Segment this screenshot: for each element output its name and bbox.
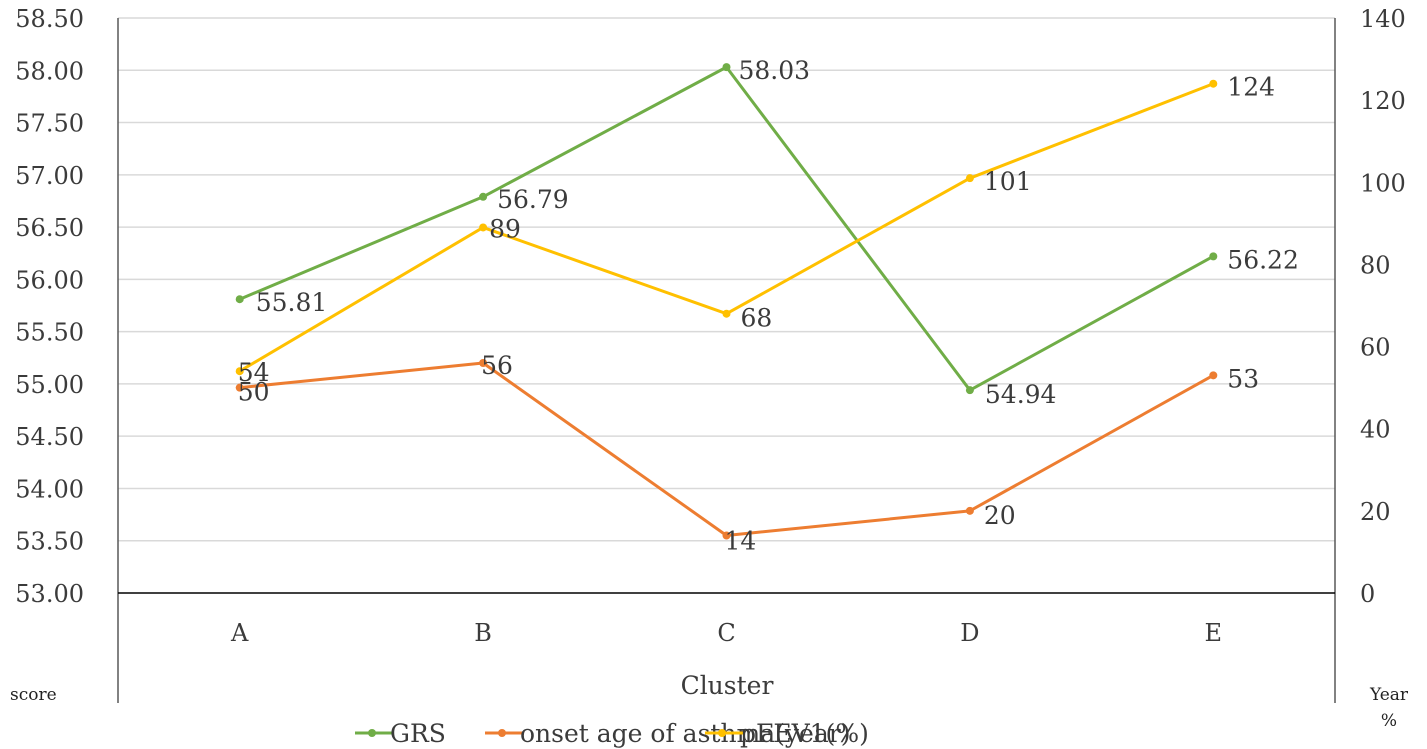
data-point: [479, 223, 488, 232]
data-label: 58.03: [739, 56, 811, 85]
legend-label: pFEV1(%): [740, 719, 869, 748]
data-label: 53: [1227, 364, 1259, 393]
data-point: [722, 531, 731, 540]
y2-tick-label: 120: [1360, 87, 1406, 115]
data-label: 56: [481, 351, 513, 380]
data-point: [1209, 371, 1218, 380]
data-point: [235, 295, 244, 304]
legend-marker: [368, 729, 376, 737]
legend-label: onset age of asthma(year): [520, 719, 850, 748]
y2-tick-label: 20: [1360, 498, 1391, 526]
data-label: 68: [741, 304, 773, 333]
y-axis-title: score: [10, 685, 57, 705]
y-tick-label: 55.00: [15, 371, 84, 399]
legend: GRS onset age of asthma(year)pFEV1(%): [355, 719, 869, 748]
data-label: 14: [725, 527, 757, 556]
data-point: [479, 359, 488, 367]
series-line: [239, 65, 1215, 392]
data-label: 54: [238, 358, 270, 387]
data-point: [235, 383, 244, 392]
y2-tick-label: 100: [1360, 169, 1406, 197]
legend-marker: [718, 729, 726, 737]
x-tick-label: E: [1205, 619, 1223, 647]
y2-tick-label: 80: [1360, 251, 1391, 279]
y2-tick-label: 60: [1360, 334, 1391, 362]
y-tick-label: 57.50: [15, 110, 84, 138]
x-axis-title: Cluster: [681, 671, 774, 700]
data-point: [965, 174, 974, 183]
x-tick-label: D: [960, 619, 979, 647]
left-axis-ticks: 53.00 53.50 54.00 54.50 55.00 55.50 56.00 56.50…: [15, 5, 84, 608]
legend-marker: [498, 729, 506, 737]
plot-frame: [117, 18, 1336, 703]
data-point: [965, 506, 974, 515]
data-point: [235, 367, 244, 376]
data-label: 89: [489, 214, 521, 243]
y-tick-label: 57.00: [15, 162, 84, 190]
data-label: 55.81: [256, 288, 328, 317]
y2-tick-label: 0: [1360, 580, 1375, 608]
y2-tick-label: 140: [1360, 5, 1406, 33]
data-labels: 55.81 56.79 58.03 54.94 56.22 50 56 14 20 53 54 89 6…: [238, 56, 1299, 555]
y-tick-label: 56.50: [15, 214, 84, 242]
y2-tick-label: 40: [1360, 416, 1391, 444]
data-label: 50: [238, 378, 270, 407]
y-tick-label: 54.00: [15, 475, 84, 503]
y-tick-label: 58.50: [15, 5, 84, 33]
y-tick-label: 54.50: [15, 423, 84, 451]
data-label: 54.94: [985, 380, 1057, 409]
gridlines: [118, 17, 1335, 542]
data-point: [479, 192, 488, 201]
data-point: [1209, 252, 1218, 261]
data-point: [965, 386, 974, 395]
y-tick-label: 55.50: [15, 319, 84, 347]
data-point: [1209, 79, 1218, 88]
right-axis-ticks: 0 20 40 60 80 100 120 140: [1360, 5, 1406, 608]
legend-label: GRS: [390, 719, 446, 748]
data-label: 56.79: [497, 185, 569, 214]
y-tick-label: 58.00: [15, 57, 84, 85]
series-group: [235, 63, 1218, 540]
y-tick-label: 53.50: [15, 528, 84, 556]
series-line: [239, 361, 1215, 537]
data-point: [722, 309, 731, 318]
x-tick-label: A: [230, 619, 249, 647]
category-axis-ticks: A B C D E: [230, 619, 1222, 647]
x-tick-label: B: [474, 619, 492, 647]
data-point: [722, 63, 731, 72]
y-tick-label: 56.00: [15, 266, 84, 294]
data-label: 124: [1227, 73, 1275, 102]
data-label: 20: [984, 501, 1016, 530]
y2-axis-title-line2: %: [1381, 711, 1397, 731]
data-label: 56.22: [1227, 245, 1299, 274]
y2-axis-title-line1: Year: [1369, 685, 1409, 705]
x-tick-label: C: [717, 619, 735, 647]
data-label: 101: [984, 167, 1032, 196]
y-tick-label: 53.00: [15, 580, 84, 608]
